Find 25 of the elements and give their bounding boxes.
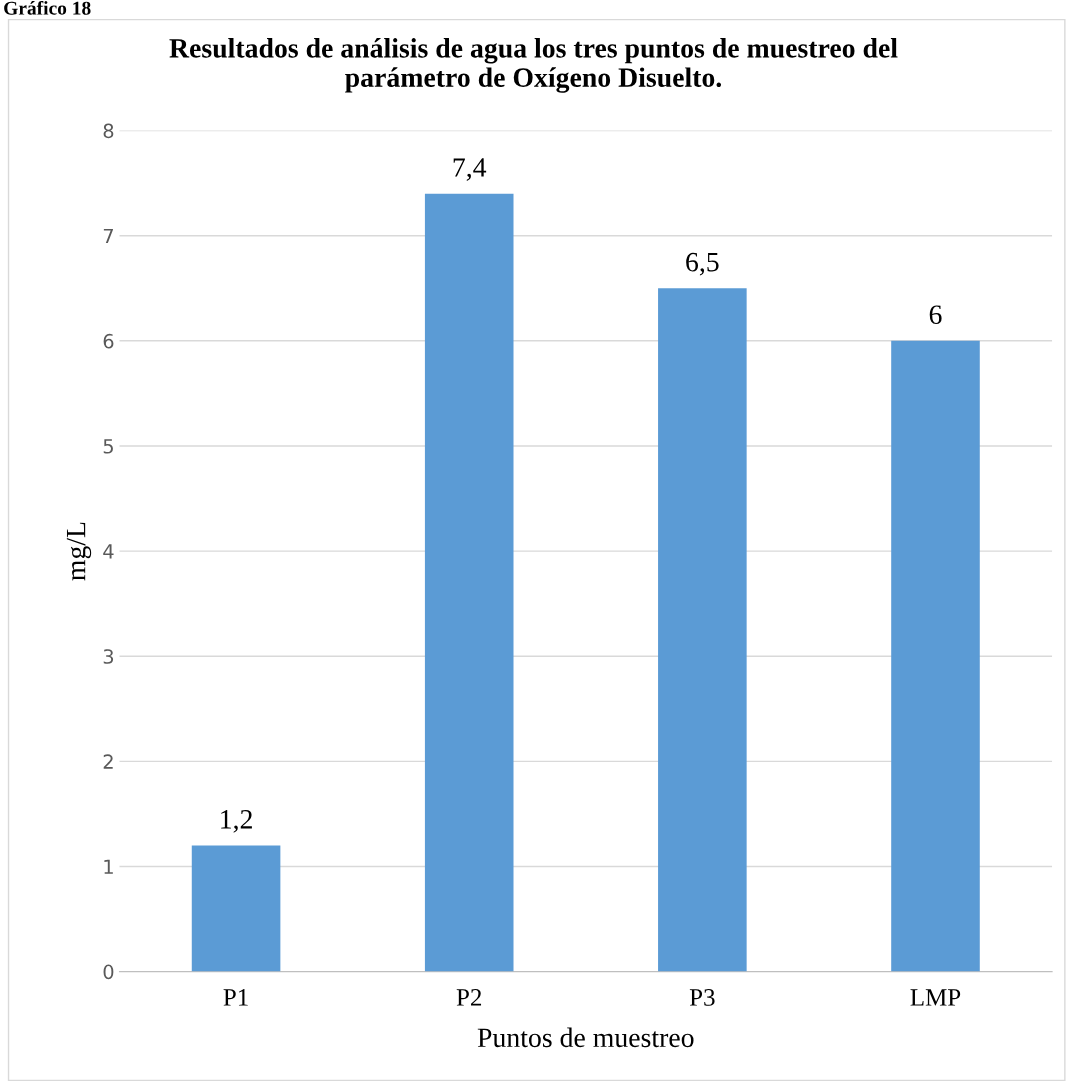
y-tick-label: 7	[103, 228, 113, 244]
y-tick-label: 0	[103, 964, 114, 980]
text: Gráfico 18	[4, 0, 91, 15]
x-axis-title: Puntos de muestreo	[477, 1027, 694, 1048]
y-tick-label: 5	[103, 439, 113, 454]
x-tick-label: P1	[223, 989, 248, 1006]
data-label: 6	[929, 305, 942, 325]
chart-title: Resultados de análisis de agua los tres puntos de muestreo del parámetro de Oxígeno Disuelto.	[169, 38, 898, 93]
x-tick-label: P3	[689, 989, 715, 1006]
bar	[658, 288, 747, 972]
data-label: 1,2	[221, 810, 252, 833]
y-axis-title: mg/L	[66, 522, 92, 581]
x-tick-label: P2	[456, 989, 482, 1006]
y-tick-label: 2	[103, 754, 113, 769]
bar	[424, 193, 514, 972]
y-tick-label: 4	[103, 544, 114, 559]
y-tick-label: 1	[104, 859, 113, 874]
bar	[191, 845, 281, 972]
y-tick-label: 6	[103, 333, 114, 349]
y-tick-label: 3	[103, 649, 114, 664]
x-tick-label: LMP	[910, 989, 961, 1006]
data-label: 6,5	[686, 252, 719, 276]
data-label: 7,4	[453, 158, 487, 181]
y-tick-label: 8	[103, 123, 114, 139]
bar	[891, 340, 980, 972]
